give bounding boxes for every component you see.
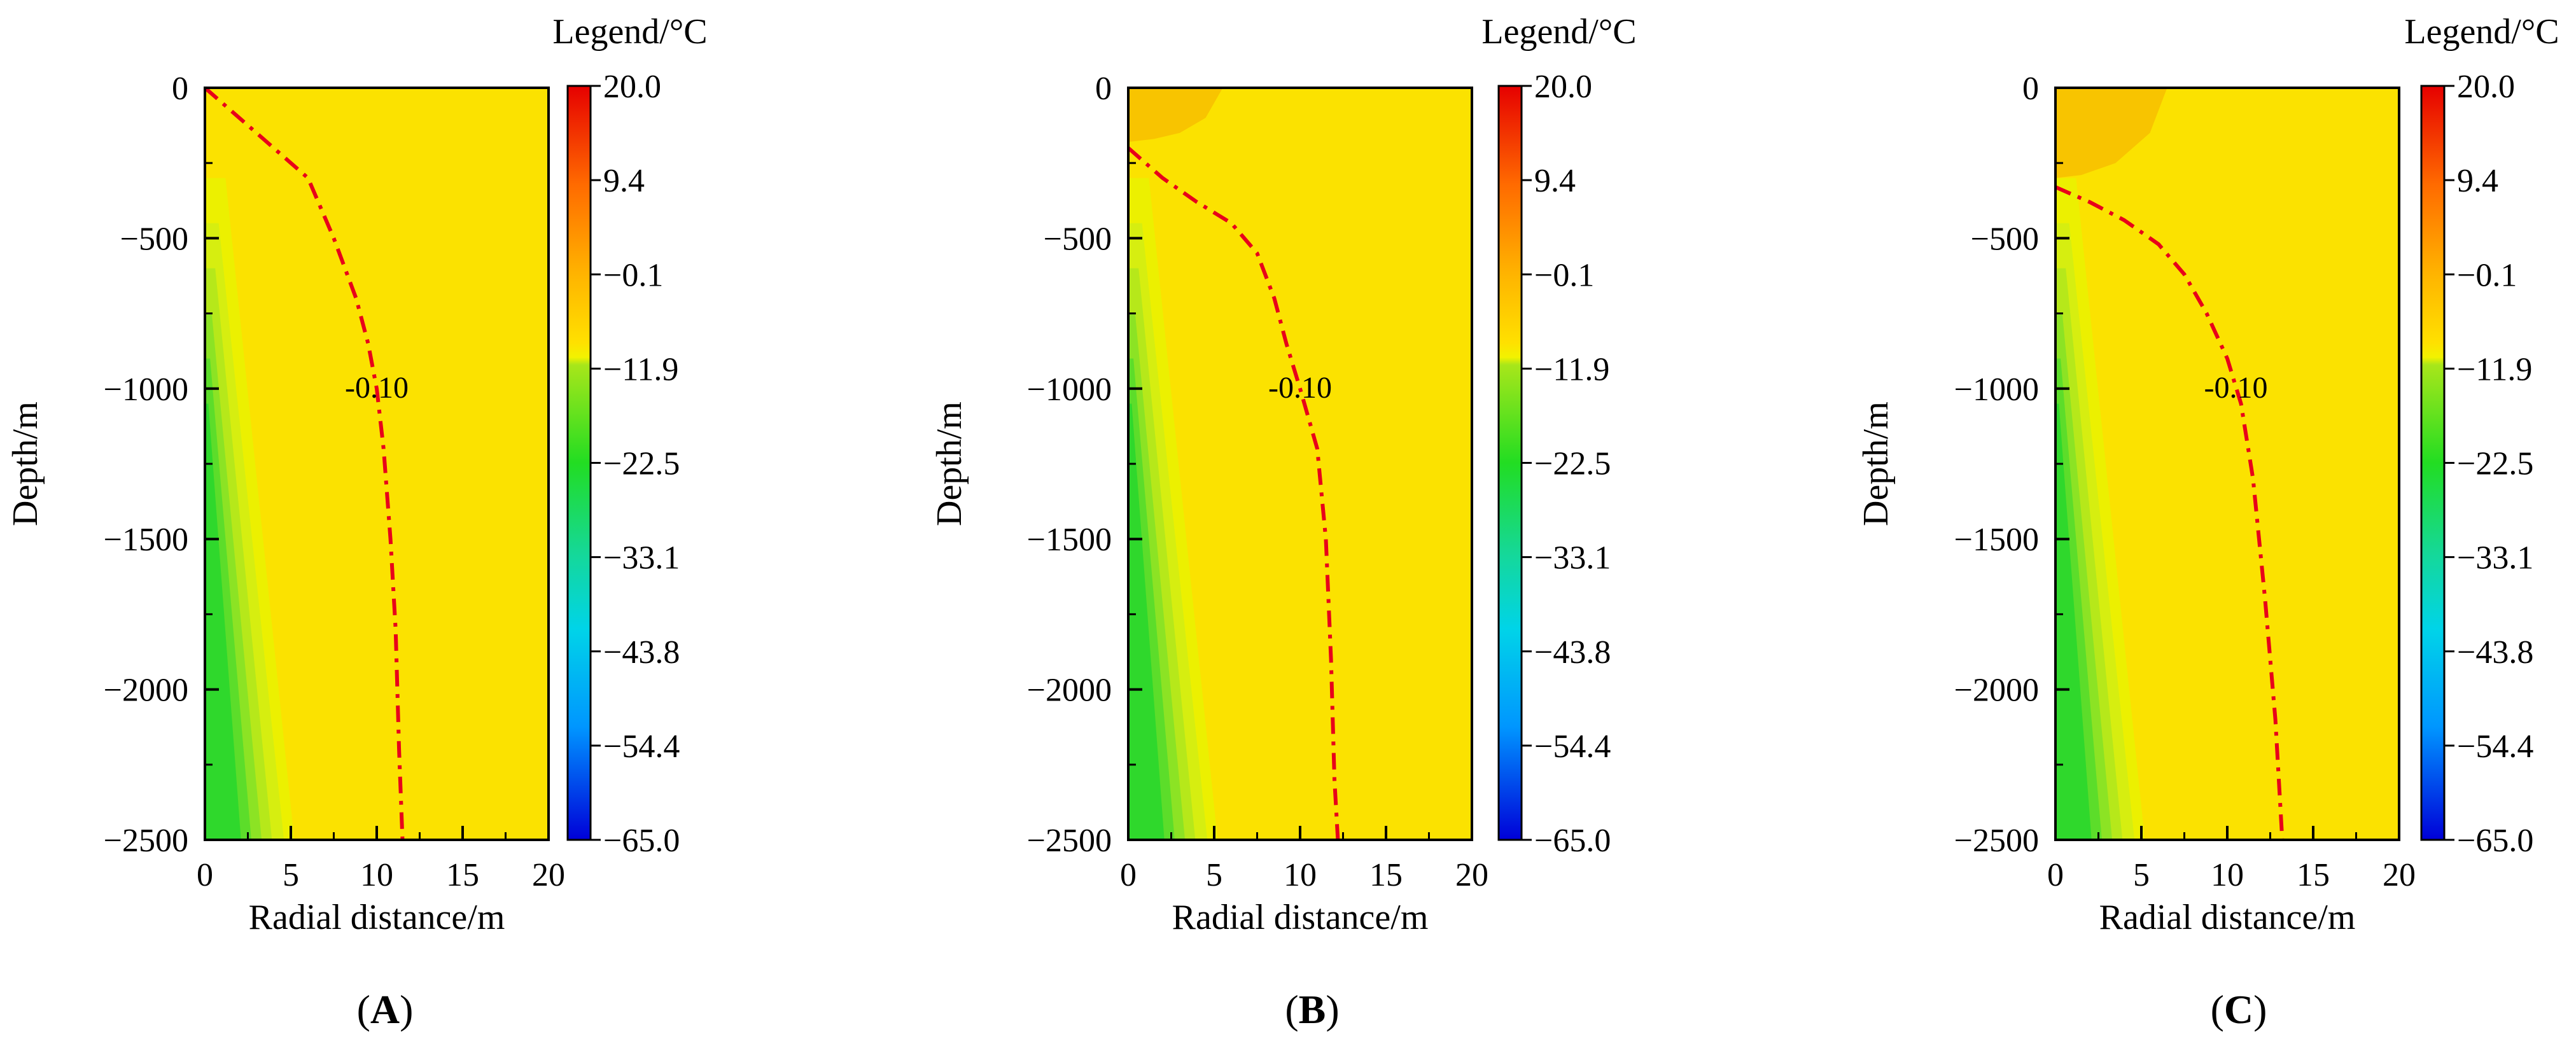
- panel-A: -0.10 0 5 10 15 20 0 −500 −1000 −1500 −2000 −2500 Ra…: [6, 12, 708, 1032]
- contour-label: -0.10: [2204, 371, 2268, 405]
- x-tick-label: 20: [2383, 857, 2416, 893]
- x-tick-label: 0: [2047, 857, 2064, 893]
- panel-C: -0.10 0 5 10 15 20 0 −500 −1000 −1500 −2000 −2500 Ra…: [1856, 12, 2559, 1032]
- x-tick-label: 0: [197, 857, 213, 893]
- y-tick-label: −500: [1971, 221, 2039, 257]
- x-axis-title: Radial distance/m: [2099, 898, 2356, 937]
- x-tick-label: 20: [1455, 857, 1488, 893]
- contour-label: -0.10: [1268, 371, 1332, 405]
- contour-line: [1127, 146, 1340, 840]
- legend-label: −11.9: [603, 351, 678, 387]
- legend-label: −22.5: [2457, 446, 2533, 482]
- y-tick-label: −2500: [1027, 823, 1112, 859]
- y-tick-label: −500: [120, 221, 188, 257]
- contour-line: [2054, 185, 2285, 840]
- legend-label: −65.0: [2457, 823, 2533, 859]
- y-tick-label: −2000: [104, 673, 188, 709]
- legend-title: Legend/°C: [552, 12, 707, 52]
- legend-colorbar: [2420, 85, 2446, 841]
- legend-label: −65.0: [603, 823, 680, 859]
- cold-zone-band: [2055, 403, 2092, 840]
- legend-label: 9.4: [2457, 163, 2498, 199]
- y-tick-label: 0: [1095, 71, 1112, 107]
- cold-zone-band: [205, 403, 241, 840]
- x-tick-label: 5: [1206, 857, 1222, 893]
- y-tick-label: −1500: [104, 522, 188, 558]
- legend-label: −43.8: [2457, 634, 2533, 671]
- y-axis-title: Depth/m: [1856, 401, 1896, 526]
- warm-zone: [2055, 88, 2167, 178]
- legend-label: 20.0: [1534, 69, 1592, 105]
- legend-label: −54.4: [2457, 729, 2533, 765]
- y-tick-label: −2000: [1954, 673, 2039, 709]
- panel-label: (B): [1285, 987, 1339, 1032]
- y-tick-label: −1000: [104, 372, 188, 408]
- contour-label: -0.10: [345, 371, 409, 405]
- legend-label: −0.1: [1534, 257, 1594, 293]
- legend-label: 20.0: [603, 69, 661, 105]
- x-tick-label: 10: [360, 857, 393, 893]
- legend-label: −0.1: [2457, 257, 2517, 293]
- y-tick-label: 0: [2022, 71, 2039, 107]
- legend-label: −54.4: [603, 729, 680, 765]
- panel-B: -0.10 0 5 10 15 20 0 −500 −1000 −1500 −2000 −2500 Ra…: [930, 12, 1637, 1032]
- y-tick-label: −2500: [1954, 823, 2039, 859]
- x-tick-label: 15: [446, 857, 479, 893]
- x-tick-label: 5: [2133, 857, 2150, 893]
- legend-colorbar: [1497, 85, 1523, 841]
- legend-label: −22.5: [603, 446, 680, 482]
- y-tick-label: −1000: [1027, 372, 1112, 408]
- x-axis-title: Radial distance/m: [1172, 898, 1429, 937]
- x-tick-label: 0: [1120, 857, 1137, 893]
- legend-label: −11.9: [1534, 351, 1609, 387]
- panel-label: (C): [2211, 987, 2267, 1032]
- legend-label: 20.0: [2457, 69, 2515, 105]
- legend-label: −43.8: [1534, 634, 1611, 671]
- legend-label: −33.1: [2457, 540, 2533, 576]
- legend-label: −43.8: [603, 634, 680, 671]
- y-tick-label: −1500: [1027, 522, 1112, 558]
- legend-title: Legend/°C: [2404, 12, 2559, 52]
- y-axis-title: Depth/m: [6, 401, 45, 526]
- x-axis-title: Radial distance/m: [249, 898, 505, 937]
- legend-label: 9.4: [1534, 163, 1576, 199]
- legend-label: 9.4: [603, 163, 645, 199]
- legend-label: −0.1: [603, 257, 663, 293]
- x-tick-label: 10: [2211, 857, 2244, 893]
- y-tick-label: −500: [1044, 221, 1112, 257]
- x-tick-label: 20: [532, 857, 565, 893]
- x-tick-label: 10: [1284, 857, 1317, 893]
- warm-zone: [1128, 88, 1223, 143]
- y-tick-label: −2000: [1027, 673, 1112, 709]
- panel-label: (A): [357, 987, 414, 1032]
- cold-zone-band: [1128, 403, 1165, 840]
- x-tick-label: 5: [283, 857, 299, 893]
- y-tick-label: −1500: [1954, 522, 2039, 558]
- legend-colorbar: [566, 85, 592, 841]
- legend-label: −22.5: [1534, 446, 1611, 482]
- legend-label: −65.0: [1534, 823, 1611, 859]
- legend-label: −33.1: [603, 540, 680, 576]
- legend-label: −33.1: [1534, 540, 1611, 576]
- legend-title: Legend/°C: [1481, 12, 1636, 52]
- legend-label: −54.4: [1534, 729, 1611, 765]
- y-tick-label: 0: [172, 71, 188, 107]
- y-tick-label: −1000: [1954, 372, 2039, 408]
- y-tick-label: −2500: [104, 823, 188, 859]
- legend-label: −11.9: [2457, 351, 2532, 387]
- contour-line: [204, 86, 405, 840]
- y-axis-title: Depth/m: [930, 401, 969, 526]
- x-tick-label: 15: [1369, 857, 1403, 893]
- x-tick-label: 15: [2297, 857, 2330, 893]
